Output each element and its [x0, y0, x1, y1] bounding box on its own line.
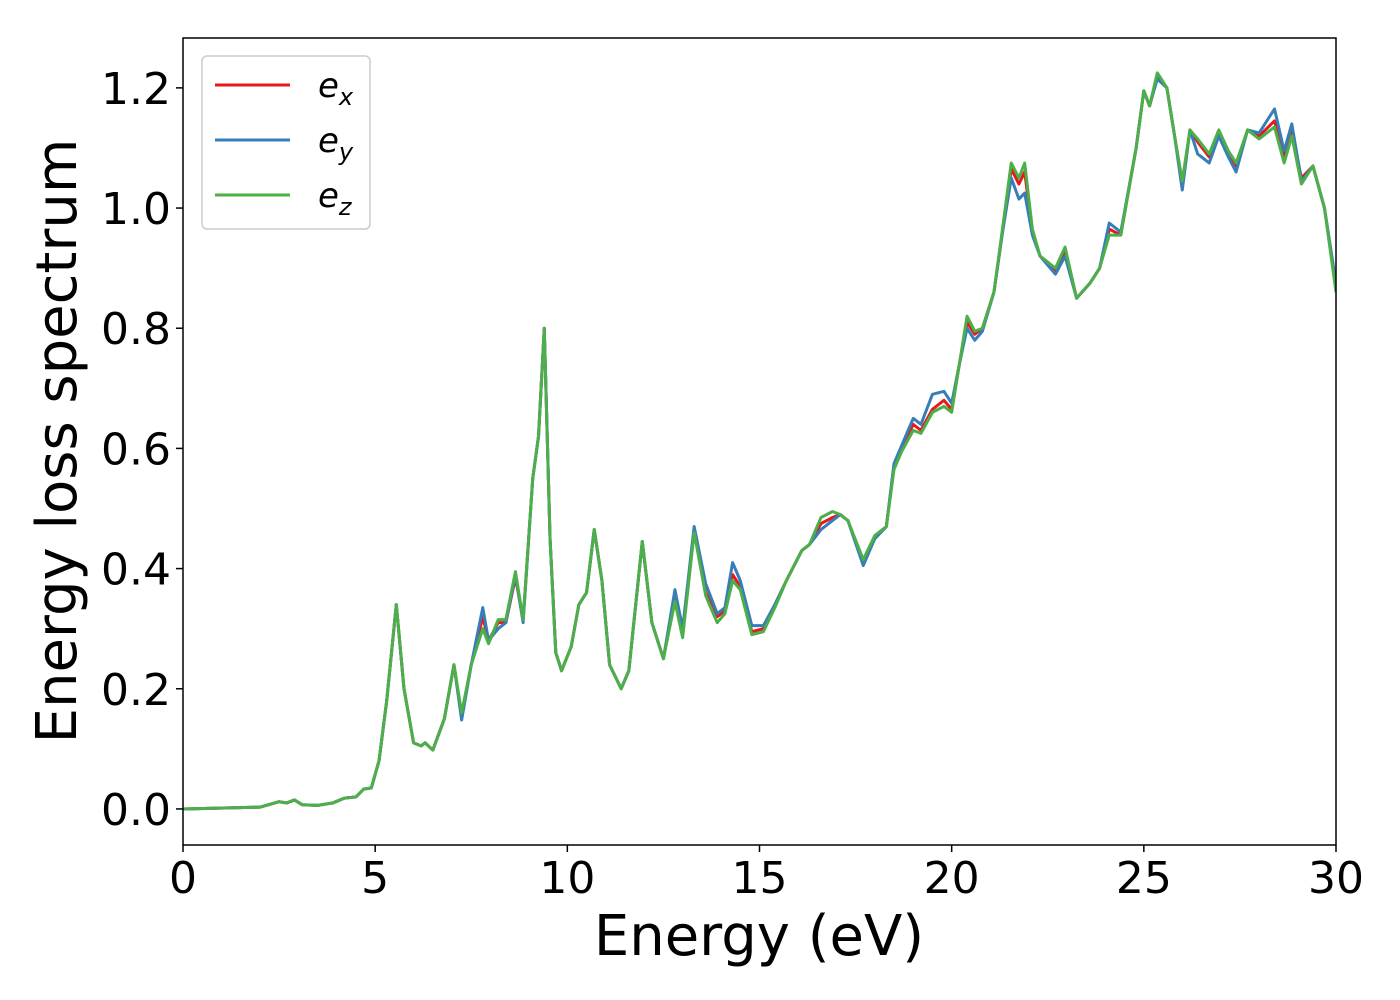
x-tick-label: 0	[169, 853, 197, 904]
y-tick-label: 1.0	[101, 184, 171, 235]
y-tick-label: 0.8	[101, 304, 171, 355]
y-tick-label: 0.0	[101, 785, 171, 836]
x-tick-label: 20	[924, 853, 980, 904]
y-tick-label: 0.4	[101, 545, 171, 596]
x-axis-label: Energy (eV)	[594, 904, 924, 969]
y-axis-label: Energy loss spectrum	[25, 139, 90, 744]
x-tick-label: 25	[1116, 853, 1172, 904]
plot-frame	[182, 37, 1337, 846]
legend-label: ez	[318, 176, 353, 221]
x-tick-label: 10	[539, 853, 595, 904]
x-tick-label: 30	[1308, 853, 1364, 904]
series-line	[183, 71, 1336, 811]
legend-label: ex	[318, 66, 354, 111]
legend-label: ey	[318, 121, 354, 166]
plot-area	[183, 38, 1336, 845]
y-tick-label: 0.6	[101, 424, 171, 475]
y-tick-label: 1.2	[101, 64, 171, 115]
x-tick-label: 15	[732, 853, 788, 904]
legend-box	[201, 55, 371, 230]
legend: ex ey ez	[201, 55, 371, 230]
y-tick-label: 0.2	[101, 665, 171, 716]
x-tick-label: 5	[361, 853, 389, 904]
